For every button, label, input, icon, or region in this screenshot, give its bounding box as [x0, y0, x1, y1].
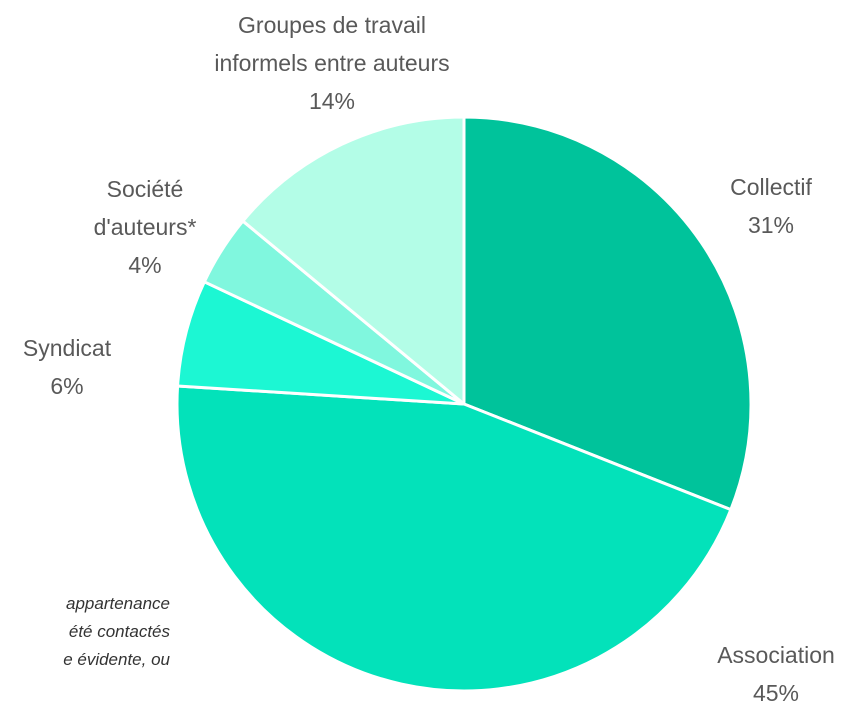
pie-slice: [175, 384, 733, 693]
slice-label: Société d'auteurs* 4%: [94, 170, 197, 284]
pie-slice: [241, 115, 466, 406]
slice-label: Association 45%: [717, 636, 835, 706]
value-label: 31%: [747, 212, 795, 238]
category-name: Collectif: [730, 174, 812, 200]
annotation: appartenance été contactés e évidente, o…: [63, 594, 170, 669]
category-name: Société d'auteurs*: [93, 176, 197, 240]
slice-label: Collectif 31%: [730, 168, 812, 244]
slice-label: Groupes de travail informels entre auteu…: [214, 6, 449, 120]
value-label: 6%: [50, 373, 84, 399]
category-name: Groupes de travail informels entre auteu…: [214, 12, 450, 76]
category-name: Association: [717, 642, 835, 668]
slice-label: Syndicat 6%: [23, 329, 111, 405]
pie-slice: [462, 115, 753, 512]
category-name: Syndicat: [22, 335, 112, 361]
value-label: 4%: [128, 252, 162, 278]
value-label: 14%: [308, 88, 356, 114]
value-label: 45%: [752, 680, 800, 706]
